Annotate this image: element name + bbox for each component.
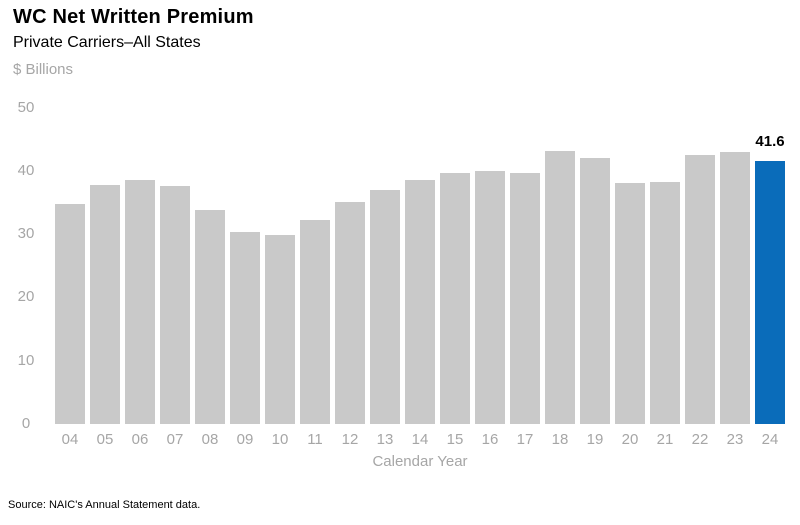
bar-13 — [370, 190, 400, 424]
x-tick-07: 07 — [166, 431, 184, 448]
x-tick-24: 24 — [761, 431, 779, 448]
bar-14 — [405, 180, 435, 424]
bar-11 — [300, 219, 330, 424]
bar-20 — [615, 183, 645, 424]
x-tick-20: 20 — [621, 431, 639, 448]
x-tick-09: 09 — [236, 431, 254, 448]
y-tick-0: 0 — [21, 415, 31, 432]
y-axis-units-label: $ Billions — [13, 61, 74, 78]
bar-23 — [720, 151, 750, 424]
x-tick-21: 21 — [656, 431, 674, 448]
x-tick-05: 05 — [96, 431, 114, 448]
bar-15 — [440, 172, 470, 424]
bar-07 — [160, 185, 190, 424]
y-tick-20: 20 — [17, 288, 35, 306]
x-tick-10: 10 — [271, 431, 289, 448]
data-label-24: 41.6 — [755, 132, 785, 150]
x-tick-14: 14 — [411, 431, 429, 448]
x-tick-04: 04 — [61, 431, 79, 448]
bar-12 — [335, 201, 365, 424]
source-note: Source: NAIC's Annual Statement data. — [8, 499, 201, 511]
bar-21 — [650, 182, 680, 424]
bar-04 — [55, 204, 85, 424]
bar-17 — [510, 172, 540, 424]
bar-10 — [265, 234, 295, 424]
chart-title: WC Net Written Premium — [13, 6, 254, 28]
bar-18 — [545, 150, 575, 424]
x-tick-18: 18 — [551, 431, 569, 448]
bar-19 — [580, 158, 610, 424]
y-tick-10: 10 — [17, 351, 35, 369]
x-tick-23: 23 — [726, 431, 744, 448]
y-tick-30: 30 — [17, 225, 35, 243]
x-tick-06: 06 — [131, 431, 149, 448]
x-tick-15: 15 — [446, 431, 464, 448]
x-tick-11: 11 — [307, 431, 323, 448]
y-tick-50: 50 — [17, 98, 35, 116]
x-tick-16: 16 — [481, 431, 499, 448]
bar-16 — [475, 170, 505, 424]
bar-24 — [755, 160, 785, 424]
x-tick-22: 22 — [691, 431, 709, 448]
bar-06 — [125, 179, 155, 424]
x-tick-19: 19 — [586, 431, 604, 448]
x-axis-title: Calendar Year — [372, 453, 468, 470]
bar-05 — [90, 184, 120, 424]
bar-09 — [230, 232, 260, 424]
x-tick-13: 13 — [376, 431, 394, 448]
bar-22 — [685, 154, 715, 424]
chart-subtitle: Private Carriers–All States — [13, 34, 201, 51]
x-tick-17: 17 — [516, 431, 534, 448]
x-tick-12: 12 — [341, 431, 359, 448]
y-tick-40: 40 — [17, 161, 35, 179]
x-tick-08: 08 — [201, 431, 219, 448]
bar-08 — [195, 210, 225, 424]
